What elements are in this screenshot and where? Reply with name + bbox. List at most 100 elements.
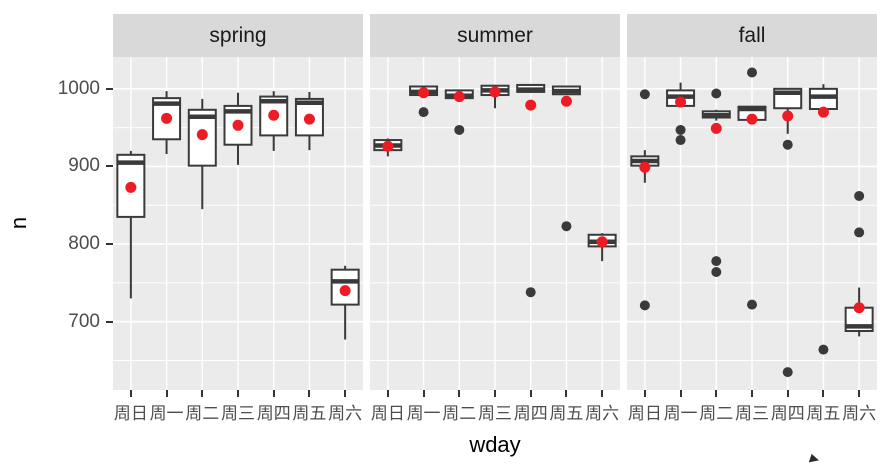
- x-tick-label-周六: 周六: [328, 404, 363, 423]
- box-iqr: [808, 87, 838, 111]
- outlier-dot: [854, 227, 865, 238]
- boxplot-fall-周日: [630, 89, 660, 311]
- facet-label-summer: summer: [457, 23, 533, 47]
- x-tick-mark: [822, 390, 825, 397]
- x-tick-label-周二: 周二: [699, 404, 734, 423]
- outlier-dot: [525, 287, 536, 298]
- x-tick-mark: [494, 390, 496, 397]
- boxplot-fall-周三: [737, 67, 767, 310]
- x-tick-label-周五: 周五: [806, 404, 841, 423]
- y-tick-mark: [106, 165, 113, 168]
- x-tick-label-周三: 周三: [221, 404, 255, 423]
- outlier-dot: [711, 256, 722, 267]
- x-tick-mark: [786, 390, 789, 397]
- boxplot-summer-周二: [444, 89, 474, 135]
- mean-dot: [710, 122, 722, 134]
- x-tick-label-周一: 周一: [663, 404, 698, 423]
- outlier-dot: [854, 190, 865, 201]
- x-tick-mark: [386, 390, 389, 397]
- outlier-dot: [675, 135, 686, 146]
- x-tick-label-周四: 周四: [770, 404, 805, 423]
- x-tick-mark: [272, 390, 275, 397]
- x-tick-label-周六: 周六: [842, 404, 877, 423]
- mean-dot: [125, 181, 137, 193]
- x-tick-mark: [601, 390, 604, 397]
- x-tick-label-周六: 周六: [585, 404, 620, 423]
- boxplot-summer-周六: [587, 233, 617, 262]
- outlier-dot: [561, 221, 572, 232]
- x-tick-label-周三: 周三: [735, 404, 769, 423]
- mean-dot: [746, 113, 758, 125]
- mean-dot: [525, 99, 537, 111]
- outlier-dot: [747, 67, 757, 78]
- outlier-dot: [711, 88, 722, 99]
- outlier-dot: [782, 367, 793, 378]
- x-tick-mark: [201, 390, 204, 397]
- boxplot-fall-周二: [701, 88, 731, 278]
- y-tick-label: 800: [68, 233, 100, 255]
- mean-dot: [339, 285, 351, 297]
- boxplot-spring-周五: [294, 91, 324, 151]
- boxplot-summer-周五: [551, 85, 581, 232]
- outlier-dot: [818, 344, 829, 355]
- facet-strip-fall: fall: [627, 14, 877, 57]
- mean-dot: [196, 129, 208, 141]
- boxplot-summer-周四: [516, 83, 546, 298]
- outlier-dot: [711, 267, 722, 278]
- mouse-cursor-icon: [808, 453, 821, 466]
- x-tick-mark: [529, 390, 532, 397]
- x-tick-label-周二: 周二: [442, 404, 477, 423]
- x-tick-mark: [565, 390, 568, 397]
- x-tick-label-周五: 周五: [292, 404, 327, 423]
- x-tick-label-周一: 周一: [406, 404, 441, 423]
- outlier-dot: [782, 139, 793, 150]
- x-axis-title: wday: [469, 432, 521, 457]
- mean-dot: [303, 113, 315, 125]
- boxplot-summer-周一: [409, 85, 439, 118]
- outlier-dot: [454, 124, 465, 135]
- y-axis-title: n: [6, 216, 31, 230]
- boxplot-spring-周日: [116, 150, 146, 299]
- x-tick-mark: [308, 390, 311, 397]
- outlier-dot: [639, 300, 650, 311]
- x-tick-mark: [858, 390, 861, 397]
- mean-dot: [639, 161, 651, 173]
- outlier-dot: [418, 107, 429, 118]
- y-tick-mark: [106, 320, 113, 323]
- x-tick-label-周日: 周日: [113, 404, 148, 423]
- mean-dot: [560, 95, 572, 107]
- x-tick-mark: [422, 390, 425, 397]
- x-tick-mark: [165, 390, 168, 397]
- mean-dot: [418, 87, 430, 99]
- facet-strip-summer: summer: [370, 14, 620, 57]
- y-tick-mark: [106, 87, 113, 90]
- x-tick-label-周三: 周三: [478, 404, 512, 423]
- boxplot-spring-周二: [187, 98, 217, 210]
- y-tick-label: 900: [68, 155, 100, 177]
- x-tick-label-周一: 周一: [149, 404, 184, 423]
- mean-dot: [596, 236, 608, 248]
- mean-dot: [853, 302, 865, 314]
- y-tick-label: 700: [68, 310, 100, 332]
- boxplot-summer-周日: [373, 138, 403, 157]
- facet-label-spring: spring: [209, 23, 267, 47]
- mean-dot: [817, 106, 829, 118]
- facet-label-fall: fall: [738, 23, 766, 47]
- y-tick-mark: [106, 243, 113, 246]
- mean-dot: [453, 91, 465, 103]
- mean-dot: [268, 109, 280, 121]
- boxplot-fall-周六: [844, 190, 874, 337]
- boxplot-spring-周三: [223, 92, 253, 165]
- mean-dot: [782, 110, 794, 122]
- panel-summer: [370, 57, 620, 390]
- boxplot-spring-周一: [152, 91, 182, 155]
- x-tick-label-周五: 周五: [549, 404, 584, 423]
- x-tick-mark: [679, 390, 682, 397]
- y-tick-label: 1000: [57, 77, 100, 99]
- boxplot-spring-周六: [330, 265, 360, 340]
- mean-dot: [382, 140, 394, 152]
- boxplot-summer-周三: [480, 84, 510, 109]
- boxplot-fall-周五: [808, 84, 838, 355]
- panel-fall: [627, 57, 877, 390]
